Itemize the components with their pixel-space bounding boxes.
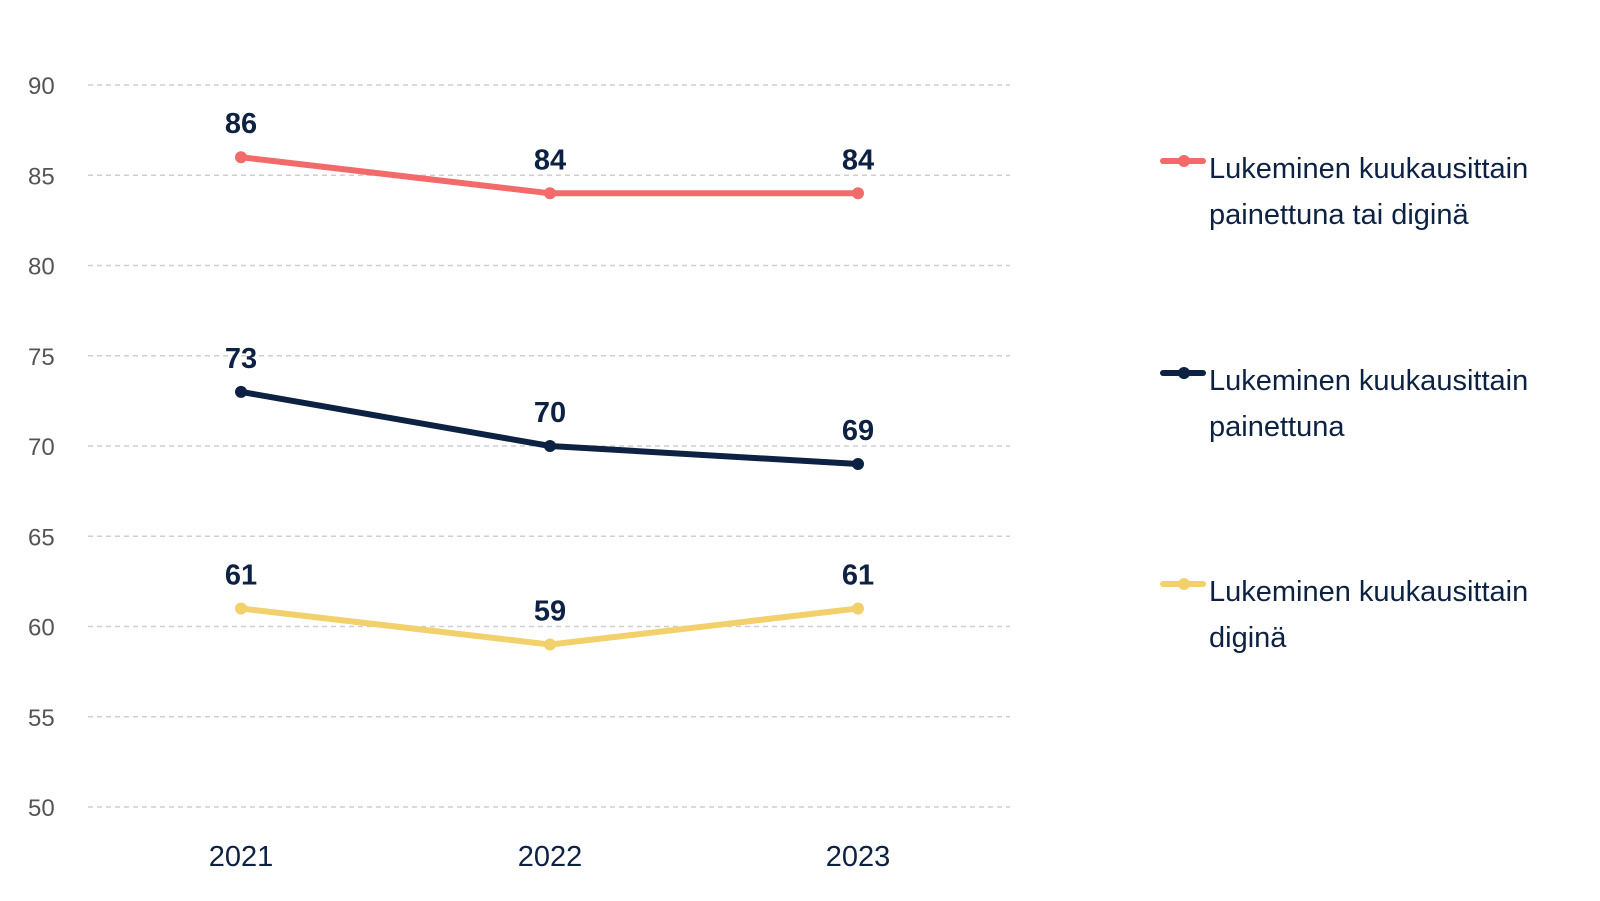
series-points <box>235 151 864 651</box>
legend-marker <box>1178 367 1190 379</box>
data-point <box>852 187 864 200</box>
x-axis-ticks: 2021 2022 2023 <box>209 841 891 873</box>
data-labels: 86 84 84 73 70 69 61 59 61 <box>225 108 874 627</box>
y-tick-label: 80 <box>28 254 55 281</box>
legend-label: Lukeminen kuukausittain painettuna <box>1209 365 1529 443</box>
y-tick-label: 75 <box>28 344 55 371</box>
data-point <box>544 440 556 452</box>
data-point <box>852 602 864 615</box>
data-point <box>544 187 556 200</box>
data-label: 84 <box>534 144 566 176</box>
y-tick-label: 55 <box>28 705 55 732</box>
data-label: 70 <box>534 397 566 429</box>
data-point <box>544 638 556 651</box>
y-tick-label: 50 <box>28 795 55 822</box>
data-label: 73 <box>225 343 257 375</box>
data-label: 84 <box>842 144 874 176</box>
x-tick-label: 2023 <box>826 841 891 873</box>
y-tick-label: 90 <box>28 73 55 100</box>
data-point <box>235 385 247 398</box>
line-chart: 50 55 60 65 70 75 80 85 90 2021 2022 2023 86 84 84 73… <box>28 73 1010 873</box>
data-label: 61 <box>225 559 257 591</box>
data-label: 61 <box>842 559 874 591</box>
y-axis-ticks: 50 55 60 65 70 75 80 85 90 <box>28 73 55 822</box>
data-label: 69 <box>842 415 874 447</box>
legend-label: Lukeminen kuukausittain diginä <box>1209 576 1529 654</box>
y-tick-label: 85 <box>28 163 55 190</box>
y-tick-label: 65 <box>28 524 55 551</box>
y-tick-label: 60 <box>28 615 55 642</box>
data-label: 86 <box>225 108 257 140</box>
y-tick-label: 70 <box>28 434 55 461</box>
legend-label: Lukeminen kuukausittain painettuna tai d… <box>1209 153 1529 231</box>
x-tick-label: 2021 <box>209 841 274 873</box>
data-label: 59 <box>534 596 566 628</box>
data-point <box>852 458 864 471</box>
legend-marker <box>1178 578 1190 590</box>
legend-marker <box>1178 155 1190 167</box>
data-point <box>235 602 247 615</box>
data-point <box>235 151 247 164</box>
x-tick-label: 2022 <box>518 841 583 873</box>
